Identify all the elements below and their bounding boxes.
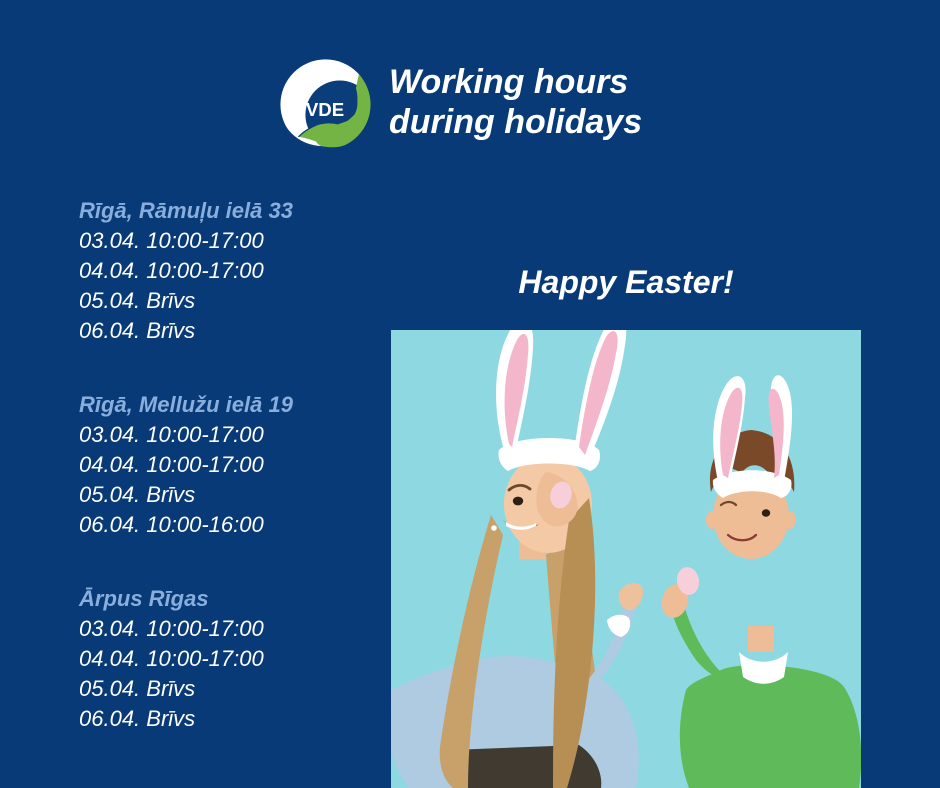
svg-text:VDE: VDE [306, 99, 344, 120]
